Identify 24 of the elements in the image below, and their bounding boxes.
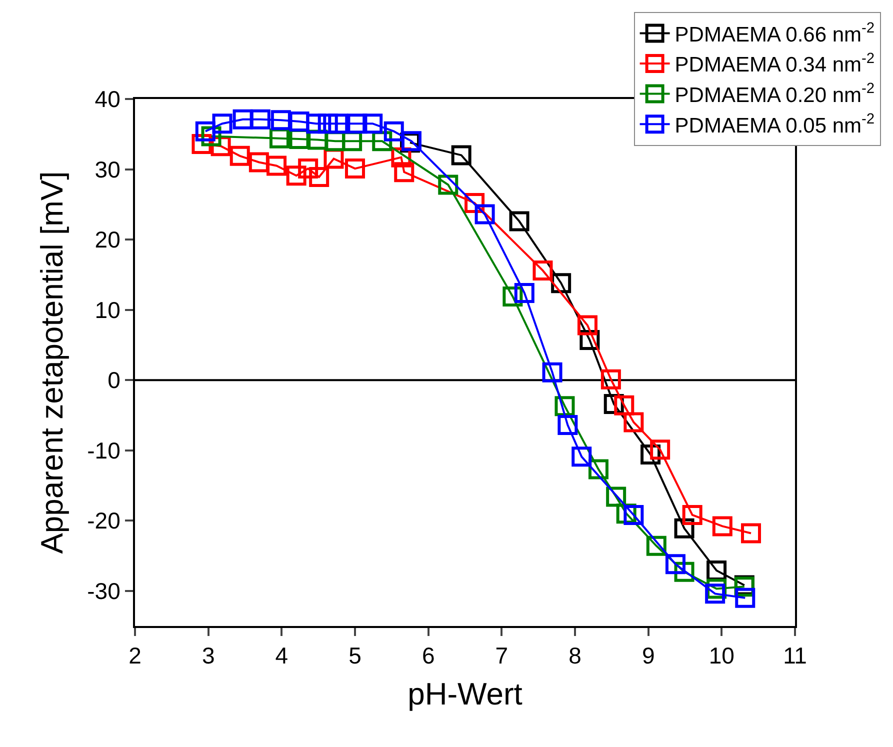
x-tick-label: 6 (422, 642, 435, 669)
y-tick-label: -10 (87, 437, 120, 464)
legend-label: PDMAEMA 0.05 nm$^{-2}$ (674, 111, 875, 138)
y-tick-label: 30 (94, 156, 120, 182)
y-tick-label: -30 (87, 578, 120, 604)
x-tick-label: 2 (128, 642, 142, 669)
x-axis-title: pH-Wert (408, 676, 523, 712)
x-tick-label: 8 (568, 642, 582, 669)
legend-label: PDMAEMA 0.66 nm$^{-2}$ (674, 20, 875, 46)
y-tick-label: 40 (94, 86, 120, 112)
x-tick-label: 7 (495, 642, 508, 669)
x-tick-label: 9 (642, 642, 655, 669)
y-axis-title: Apparent zetapotential [mV] (34, 171, 70, 554)
y-tick-label: 0 (108, 367, 120, 394)
x-tick-label: 3 (202, 642, 215, 669)
legend-label: PDMAEMA 0.20 nm$^{-2}$ (674, 81, 875, 107)
y-tick-label: 10 (94, 296, 120, 323)
x-tick-label: 11 (783, 642, 807, 669)
y-tick-label: 20 (94, 226, 120, 253)
x-tick-label: 10 (708, 642, 734, 669)
y-tick-label: -20 (87, 508, 120, 534)
x-tick-label: 5 (348, 642, 362, 669)
x-tick-label: 4 (275, 642, 288, 669)
legend-label: PDMAEMA 0.34 nm$^{-2}$ (674, 50, 875, 77)
